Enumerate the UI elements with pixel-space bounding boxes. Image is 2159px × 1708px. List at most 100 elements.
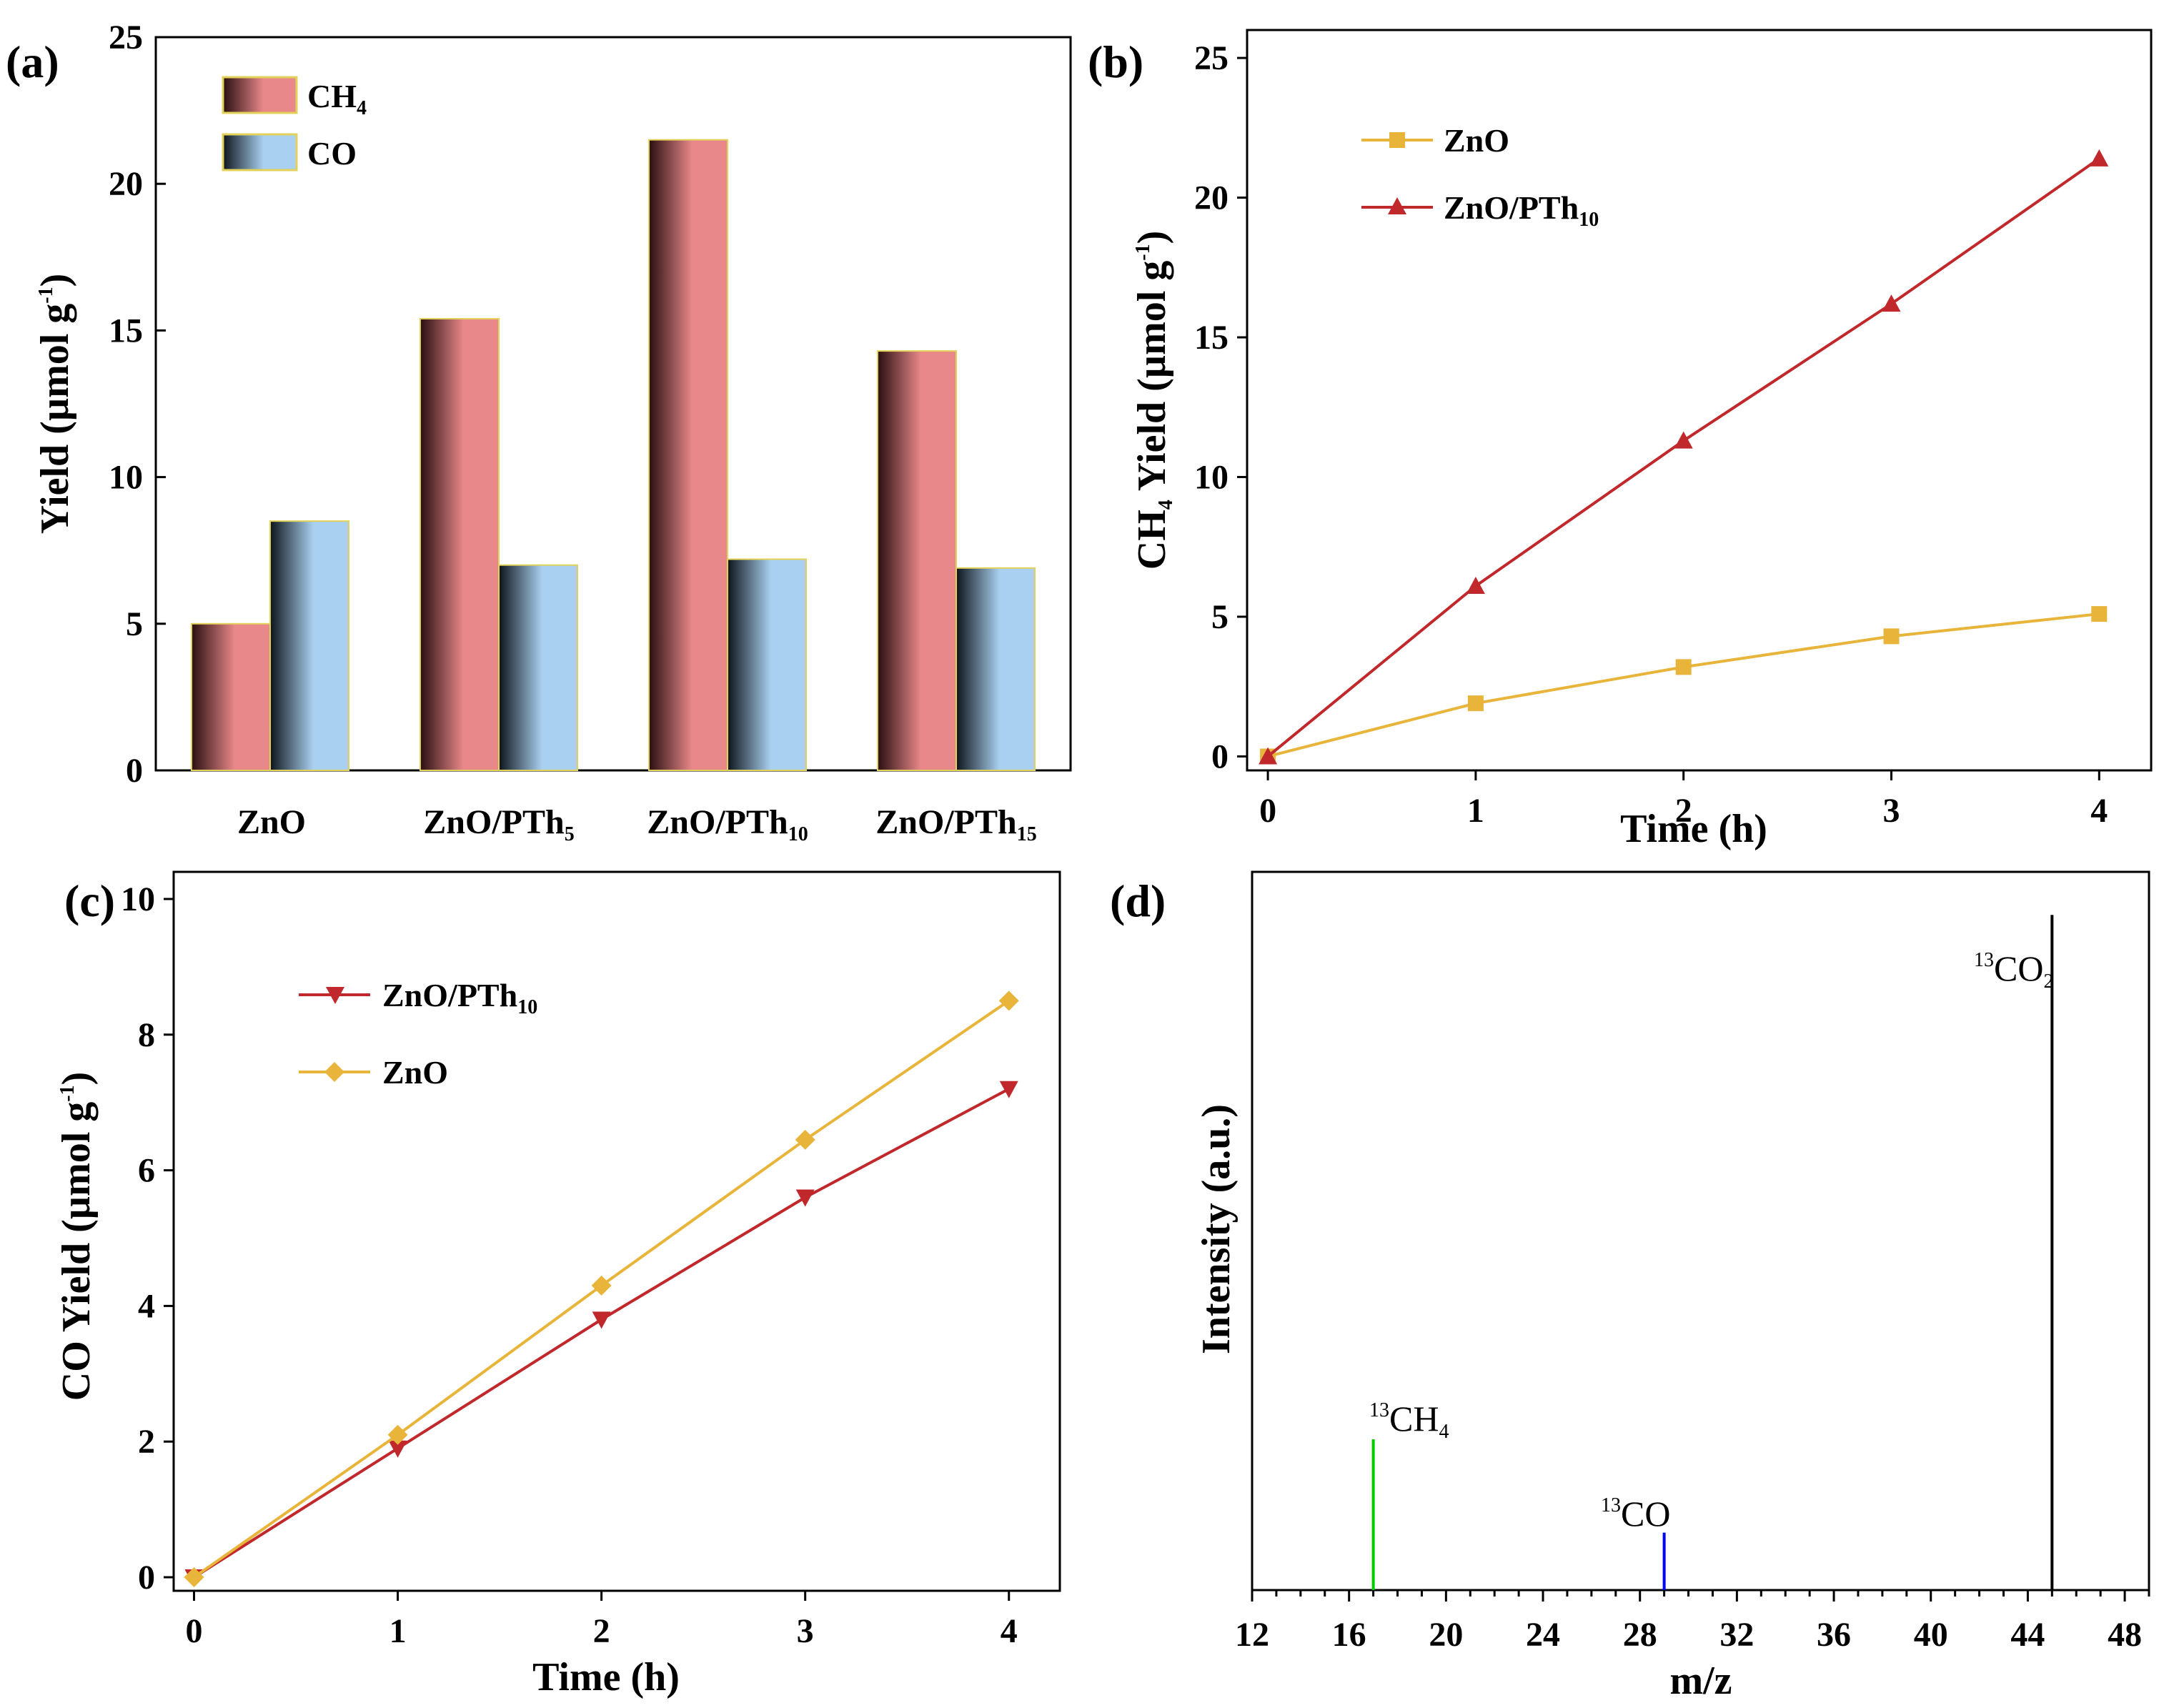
x-tick-label: 40 xyxy=(1914,1616,1948,1654)
panel-c: (c) 0 1 2 3 4 0 2 4 6 8 10 Time (h) CO Yield (µmol… xyxy=(54,870,1061,1699)
panel-b-legend: ZnO ZnO/PTh10 xyxy=(1361,122,1599,231)
y-tick-label: 10 xyxy=(1194,459,1229,497)
peak-label-ch4: 13CH4 xyxy=(1369,1399,1449,1443)
point-znopth10 xyxy=(592,1311,611,1329)
y-tick-label: 15 xyxy=(109,312,143,349)
panel-b-y-axis-title: CH4 Yield (µmol g-1) xyxy=(1130,231,1177,570)
point-zno xyxy=(1675,659,1692,675)
point-zno xyxy=(1883,628,1900,645)
y-tick-label: 10 xyxy=(109,459,143,497)
legend-label-ch4: CH4 xyxy=(307,78,367,119)
panel-b-x-axis-title: Time (h) xyxy=(1620,807,1767,851)
y-tick-label: 6 xyxy=(138,1152,155,1190)
panel-c-y-axis-title: CO Yield (µmol g-1) xyxy=(54,1072,99,1401)
panel-c-x-axis-title: Time (h) xyxy=(532,1655,680,1699)
bar-co-1 xyxy=(498,564,578,771)
panel-a-xtick: ZnO/PTh5 xyxy=(423,803,574,845)
point-znopth10 xyxy=(1259,747,1278,765)
y-tick-label: 10 xyxy=(121,880,155,918)
legend-label-zno: ZnO xyxy=(382,1054,448,1091)
point-znopth10 xyxy=(795,1189,815,1207)
bar-co-2 xyxy=(727,558,807,772)
x-tick-label: 44 xyxy=(2010,1616,2045,1654)
x-tick-label: 16 xyxy=(1332,1616,1366,1654)
x-tick-label: 1 xyxy=(389,1612,407,1650)
point-znopth10 xyxy=(999,1081,1018,1098)
panel-b-frame xyxy=(1246,29,2153,772)
y-tick-label: 0 xyxy=(1211,738,1229,775)
y-tick-label: 0 xyxy=(138,1559,155,1597)
x-tick-label: 36 xyxy=(1817,1616,1851,1654)
y-tick-label: 15 xyxy=(1194,319,1229,357)
point-znopth10 xyxy=(1882,294,1901,312)
y-tick-label: 2 xyxy=(138,1423,155,1461)
point-znopth10 xyxy=(2090,149,2109,167)
panel-c-frame xyxy=(172,870,1061,1592)
point-zno xyxy=(998,990,1019,1011)
y-tick-label: 20 xyxy=(1194,179,1229,217)
point-znopth10 xyxy=(1674,431,1693,449)
point-znopth10 xyxy=(1466,576,1485,594)
legend-label-co: CO xyxy=(307,135,357,172)
x-tick-label: 28 xyxy=(1623,1616,1657,1654)
panel-d-x-axis-title: m/z xyxy=(1669,1659,1732,1703)
legend-marker-zno xyxy=(1389,132,1405,148)
panel-a-frame xyxy=(154,36,1072,772)
y-tick-label: 5 xyxy=(1211,598,1229,636)
x-tick-label: 0 xyxy=(1259,792,1276,830)
x-tick-label: 20 xyxy=(1429,1616,1463,1654)
x-tick-label: 32 xyxy=(1719,1616,1754,1654)
y-tick-label: 20 xyxy=(109,165,143,203)
y-tick-label: 25 xyxy=(1194,39,1229,77)
panel-a-y-axis-title: Yield (µmol g-1) xyxy=(33,274,77,535)
legend-label-znopth10: ZnO/PTh10 xyxy=(382,977,537,1018)
point-zno xyxy=(2091,606,2108,622)
x-tick-label: 12 xyxy=(1235,1616,1269,1654)
point-zno xyxy=(387,1424,408,1445)
legend-marker-zno xyxy=(324,1062,344,1082)
bar-co-0 xyxy=(269,520,349,771)
panel-d-frame xyxy=(1251,870,2150,1592)
panel-b: (b) 0 1 2 3 4 0 5 10 15 20 25 Time (h) CH4 Yield (… xyxy=(1088,29,2153,851)
panel-a: (a) 0 5 10 15 20 25 ZnO ZnO/PTh5 ZnO/PTh10 Zn… xyxy=(6,19,1072,845)
x-tick-label: 4 xyxy=(2090,792,2108,830)
point-znopth10 xyxy=(388,1440,407,1458)
legend-marker-znopth10 xyxy=(1388,197,1406,214)
panel-d-label: (d) xyxy=(1110,875,1166,926)
panel-b-label: (b) xyxy=(1088,36,1143,87)
y-tick-label: 8 xyxy=(138,1016,155,1054)
x-tick-label: 1 xyxy=(1467,792,1484,830)
bar-co-3 xyxy=(956,567,1036,771)
panel-c-label: (c) xyxy=(64,875,115,926)
panel-a-xtick: ZnO xyxy=(237,803,306,841)
bar-ch4-1 xyxy=(420,317,500,771)
series-line-znopth10 xyxy=(193,1087,1010,1579)
panel-a-xtick: ZnO/PTh10 xyxy=(647,803,808,845)
panel-a-xtick: ZnO/PTh15 xyxy=(875,803,1036,845)
point-zno xyxy=(591,1275,612,1296)
legend-swatch-ch4 xyxy=(222,76,298,114)
y-tick-label: 5 xyxy=(126,605,143,643)
x-tick-label: 2 xyxy=(1675,792,1692,830)
x-tick-label: 3 xyxy=(1882,792,1900,830)
bar-ch4-0 xyxy=(191,622,271,771)
x-tick-label: 3 xyxy=(797,1612,814,1650)
x-tick-label: 24 xyxy=(1526,1616,1560,1654)
x-tick-label: 4 xyxy=(1001,1612,1018,1650)
legend-swatch-co xyxy=(222,133,298,172)
bar-ch4-3 xyxy=(877,350,957,771)
y-tick-label: 0 xyxy=(126,752,143,790)
panel-c-legend: ZnO/PTh10 ZnO xyxy=(299,977,537,1091)
point-zno xyxy=(1467,695,1484,712)
y-tick-label: 4 xyxy=(138,1287,155,1325)
point-zno xyxy=(184,1567,204,1588)
legend-label-zno: ZnO xyxy=(1444,122,1509,159)
panel-d-y-axis-title: Intensity (a.u.) xyxy=(1194,1104,1239,1354)
x-tick-label: 0 xyxy=(186,1612,203,1650)
point-zno xyxy=(795,1129,815,1150)
series-line-zno xyxy=(1267,612,2100,758)
peak-label-co: 13CO xyxy=(1601,1494,1670,1534)
panel-a-label: (a) xyxy=(6,36,59,87)
legend-marker-znopth10 xyxy=(326,987,344,1004)
